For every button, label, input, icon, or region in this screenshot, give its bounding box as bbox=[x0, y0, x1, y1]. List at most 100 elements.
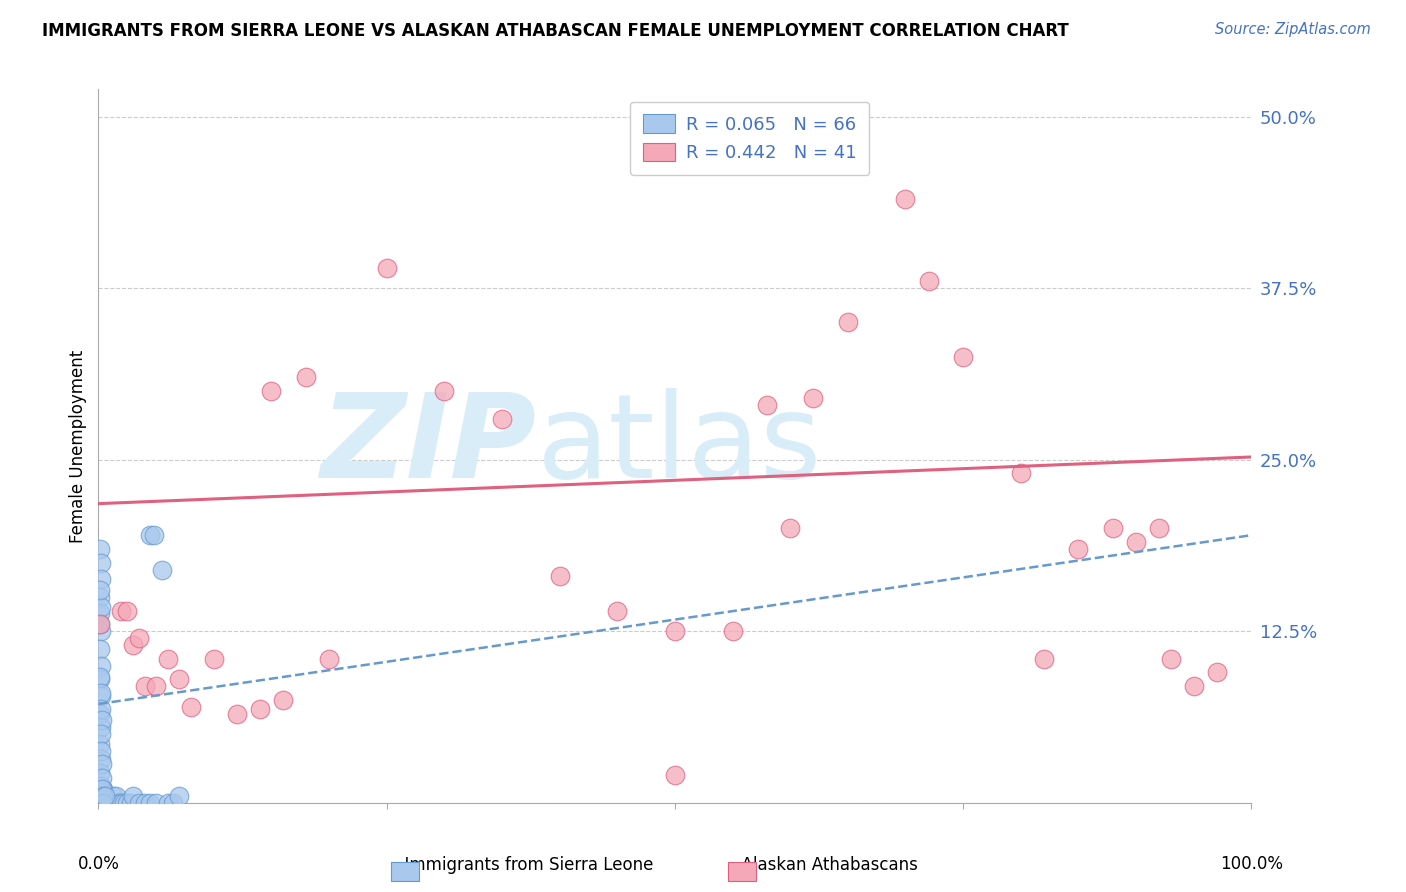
Legend: R = 0.065   N = 66, R = 0.442   N = 41: R = 0.065 N = 66, R = 0.442 N = 41 bbox=[630, 102, 869, 175]
Point bbox=[664, 768, 686, 782]
Point bbox=[89, 737, 111, 751]
Point bbox=[1160, 651, 1182, 665]
Point bbox=[145, 796, 167, 810]
Point bbox=[779, 521, 801, 535]
Point bbox=[1205, 665, 1227, 680]
Point bbox=[103, 789, 125, 803]
Point bbox=[167, 673, 190, 687]
Point bbox=[1125, 535, 1147, 549]
Point bbox=[156, 651, 179, 665]
Text: IMMIGRANTS FROM SIERRA LEONE VS ALASKAN ATHABASCAN FEMALE UNEMPLOYMENT CORRELATI: IMMIGRANTS FROM SIERRA LEONE VS ALASKAN … bbox=[42, 22, 1069, 40]
Point bbox=[271, 693, 294, 707]
Point bbox=[89, 642, 111, 657]
Point bbox=[90, 796, 112, 810]
Point bbox=[128, 796, 150, 810]
Point bbox=[90, 572, 112, 586]
Point bbox=[318, 651, 340, 665]
Point bbox=[90, 624, 112, 639]
Point bbox=[90, 771, 112, 785]
Text: Source: ZipAtlas.com: Source: ZipAtlas.com bbox=[1215, 22, 1371, 37]
Point bbox=[202, 651, 225, 665]
Point bbox=[260, 384, 283, 398]
Point bbox=[90, 752, 112, 766]
Point bbox=[142, 528, 165, 542]
Point bbox=[90, 782, 112, 797]
Point bbox=[90, 796, 112, 810]
Point bbox=[375, 260, 398, 275]
Point bbox=[97, 796, 120, 810]
Point bbox=[104, 789, 127, 803]
Point bbox=[90, 689, 112, 703]
Point bbox=[100, 796, 122, 810]
Text: 100.0%: 100.0% bbox=[1220, 855, 1282, 873]
Point bbox=[89, 607, 111, 621]
Point bbox=[108, 796, 131, 810]
Text: ZIP: ZIP bbox=[321, 389, 537, 503]
Point bbox=[90, 780, 112, 794]
Point bbox=[491, 411, 513, 425]
Point bbox=[90, 702, 112, 716]
Y-axis label: Female Unemployment: Female Unemployment bbox=[69, 350, 87, 542]
Point bbox=[249, 702, 271, 716]
Point bbox=[89, 617, 111, 632]
Point bbox=[917, 274, 939, 288]
Point bbox=[89, 590, 111, 604]
Point bbox=[89, 583, 111, 598]
Point bbox=[90, 789, 112, 803]
Point bbox=[225, 706, 247, 721]
Point bbox=[134, 679, 156, 693]
Point bbox=[122, 638, 145, 652]
Point bbox=[90, 720, 112, 734]
Point bbox=[98, 796, 121, 810]
Point bbox=[167, 789, 190, 803]
Point bbox=[120, 796, 142, 810]
Point bbox=[90, 686, 112, 700]
Point bbox=[89, 673, 111, 687]
Point bbox=[837, 316, 859, 330]
Point bbox=[93, 796, 115, 810]
Point bbox=[1010, 467, 1032, 481]
Point bbox=[1067, 541, 1090, 556]
Point bbox=[139, 528, 162, 542]
Point bbox=[96, 796, 118, 810]
Point bbox=[150, 562, 173, 576]
Point bbox=[664, 624, 686, 639]
Point bbox=[145, 679, 167, 693]
Point bbox=[90, 556, 112, 570]
Point bbox=[90, 658, 112, 673]
Point bbox=[156, 796, 179, 810]
Point bbox=[110, 604, 132, 618]
Point bbox=[97, 796, 120, 810]
Point bbox=[162, 796, 184, 810]
Point bbox=[433, 384, 456, 398]
Point bbox=[112, 796, 135, 810]
Point bbox=[117, 604, 138, 618]
Point bbox=[89, 789, 111, 803]
Point bbox=[1102, 521, 1125, 535]
Point bbox=[110, 796, 132, 810]
Point bbox=[93, 785, 115, 799]
Point bbox=[89, 541, 111, 556]
Point bbox=[756, 398, 779, 412]
Point bbox=[117, 796, 138, 810]
Point bbox=[91, 796, 114, 810]
Text: atlas: atlas bbox=[537, 389, 823, 503]
Point bbox=[894, 192, 917, 206]
Point bbox=[89, 796, 111, 810]
Point bbox=[295, 370, 318, 384]
Point bbox=[89, 706, 111, 721]
Point bbox=[139, 796, 162, 810]
Text: Alaskan Athabascans: Alaskan Athabascans bbox=[731, 856, 918, 874]
Point bbox=[90, 714, 112, 728]
Point bbox=[90, 794, 112, 808]
Point bbox=[180, 699, 202, 714]
Point bbox=[1147, 521, 1170, 535]
Point bbox=[89, 765, 111, 780]
Point bbox=[90, 744, 112, 758]
Point bbox=[89, 617, 111, 632]
Point bbox=[801, 391, 824, 405]
Point bbox=[128, 631, 150, 645]
Point bbox=[721, 624, 744, 639]
Point bbox=[1182, 679, 1205, 693]
Point bbox=[91, 782, 114, 797]
